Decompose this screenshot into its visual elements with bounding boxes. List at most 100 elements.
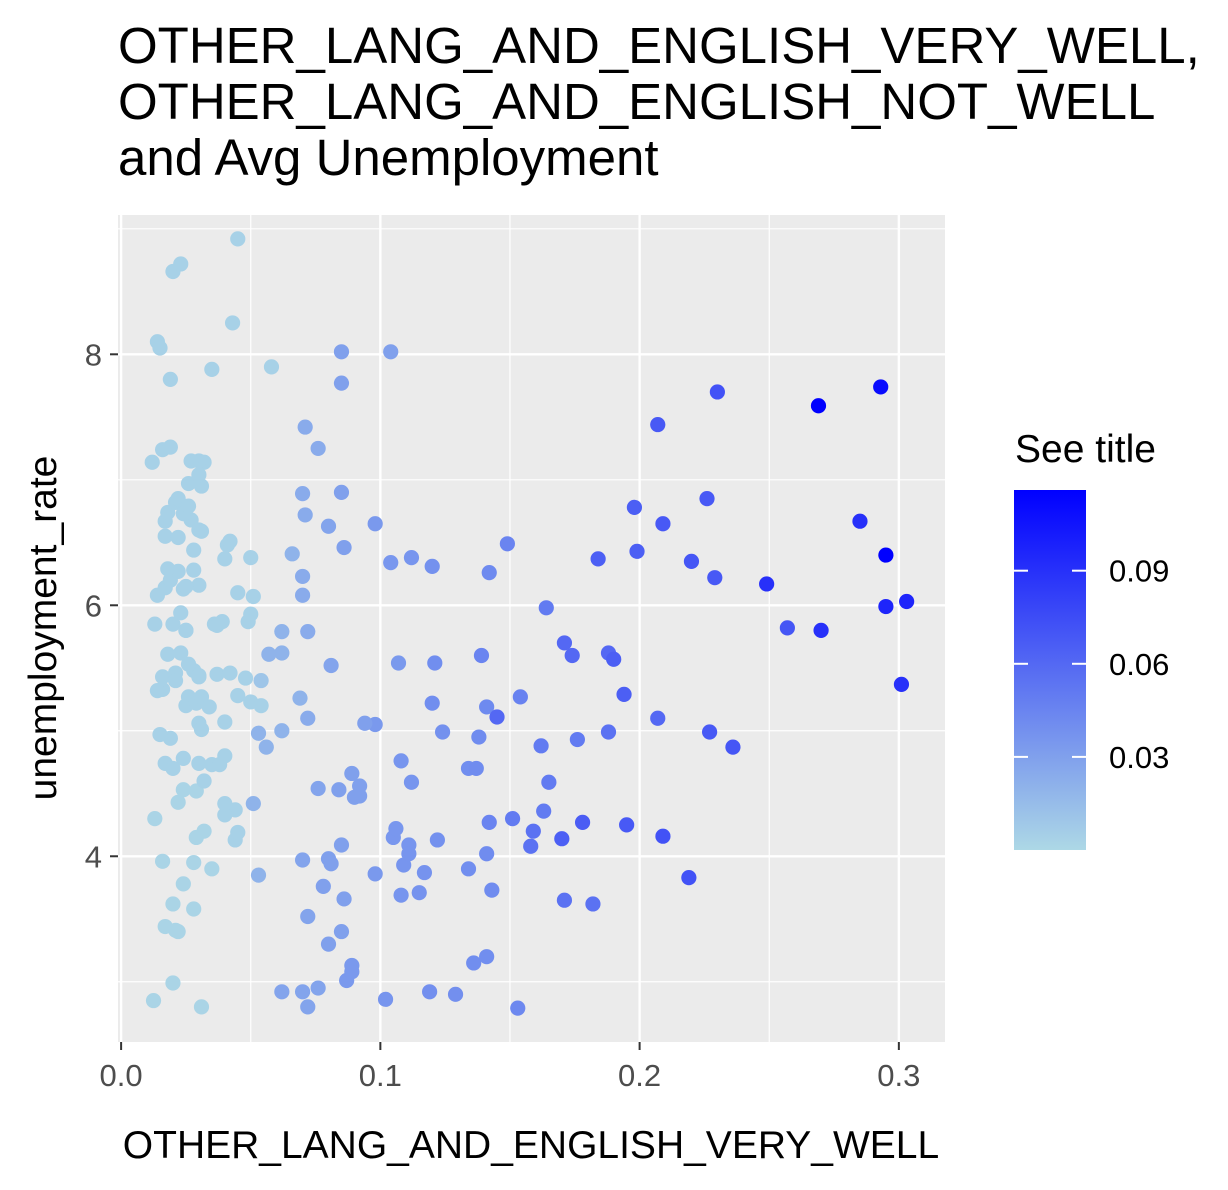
data-point [383,555,399,571]
data-point [230,824,246,841]
data-point [175,750,191,766]
data-point [284,546,300,562]
data-point [191,667,207,684]
data-point [300,908,316,925]
data-point [416,864,433,881]
data-point [170,794,186,810]
legend-tick-label: 0.09 [1109,554,1169,589]
data-point [629,543,645,559]
data-point [650,416,666,433]
data-point [466,955,482,971]
data-point [294,568,311,585]
data-point [554,831,570,847]
data-point [263,359,280,375]
data-point [297,507,313,523]
data-point [616,686,632,702]
data-point [388,821,404,837]
data-point [367,866,383,882]
data-point [523,838,539,854]
data-point [810,398,827,414]
data-point [261,646,277,662]
data-point [310,440,326,457]
data-point [344,964,360,980]
data-point [401,846,417,862]
data-point [253,698,269,714]
data-point [468,760,484,777]
data-point [154,853,171,869]
data-point [333,484,350,500]
data-point [245,795,261,812]
legend-tick-label: 0.03 [1109,740,1169,775]
data-point [180,498,197,514]
data-point [699,491,715,507]
data-point [230,688,246,704]
data-point [175,782,191,798]
data-point [297,419,313,435]
data-point [217,748,233,764]
data-point [183,453,199,469]
data-point [294,587,311,603]
legend-title: See title [1015,428,1156,471]
data-point [178,622,194,638]
data-point [170,923,186,940]
data-point [300,624,316,640]
data-point [556,892,573,908]
data-point [564,647,580,664]
data-point [209,666,225,682]
data-point [336,891,352,907]
y-axis-label: unemployment_rate [22,456,65,801]
data-point [650,710,666,726]
data-point [702,724,718,740]
data-point [300,710,316,726]
data-point [479,699,495,715]
data-point [626,499,643,515]
data-point [274,645,290,661]
data-point [217,807,233,823]
data-point [533,738,549,754]
data-point [250,867,267,883]
data-point [157,528,173,544]
data-point [481,565,497,581]
data-point [424,695,440,711]
data-point [510,1000,526,1016]
data-point [217,714,233,730]
data-point [331,782,347,798]
data-point [683,553,700,569]
data-point [538,600,554,616]
data-point [479,846,495,862]
data-point [878,598,894,615]
data-point [204,861,220,877]
data-point [147,616,163,632]
data-point [813,622,829,638]
data-point [245,588,261,605]
data-point [240,613,256,630]
data-point [258,739,274,755]
data-point [471,729,487,745]
data-point [253,672,269,689]
data-point [429,832,445,848]
data-point [154,669,171,685]
data-point [149,683,166,699]
data-point [162,371,178,387]
data-point [525,823,541,839]
data-point [434,724,451,740]
data-point [162,439,178,455]
y-axis-tick-label: 4 [85,839,102,874]
data-point [447,986,464,1002]
data-point [323,856,339,872]
data-point [390,655,407,671]
data-point [873,379,889,395]
data-point [504,811,521,827]
y-axis: 4 6 8 [85,337,118,874]
data-point [310,780,326,797]
data-point [536,803,552,819]
data-point [191,755,207,772]
data-point [512,689,528,705]
data-point [274,624,290,640]
data-point [403,774,420,790]
x-axis: 0.0 0.1 0.2 0.3 [100,1042,920,1093]
data-point [725,739,741,755]
y-axis-tick-label: 8 [85,337,102,372]
data-point [180,475,197,492]
data-point [899,593,915,610]
